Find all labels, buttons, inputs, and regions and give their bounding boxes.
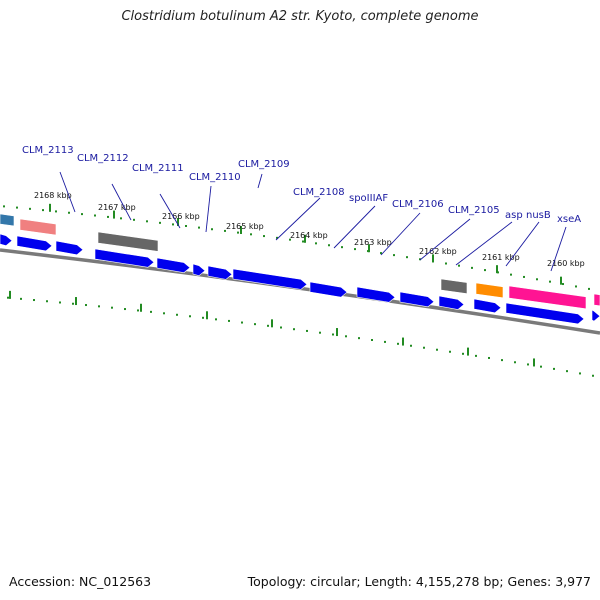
cds-arrow <box>473 298 502 314</box>
feature-track-bottom <box>0 233 600 325</box>
feature-block <box>0 213 15 227</box>
trna-block <box>97 231 159 252</box>
trna-block <box>440 278 468 294</box>
feature-block <box>475 282 504 299</box>
gene-label: asp <box>505 210 523 221</box>
feature-block <box>593 293 600 307</box>
cds-arrow <box>207 265 233 280</box>
cds-arrow <box>0 233 13 247</box>
gene-leader-line <box>333 205 376 249</box>
gene-leader-line <box>419 218 471 261</box>
outer-tick-track <box>3 203 590 290</box>
tick-label: 2165 kbp <box>226 222 264 231</box>
tick-label: 2167 kbp <box>98 203 136 212</box>
gene-label: CLM_2113 <box>22 145 74 156</box>
gene-leader-line <box>275 197 321 241</box>
cds-arrow <box>591 309 600 322</box>
gene-label: nusB <box>526 210 551 221</box>
tick-label: 2160 kbp <box>547 259 585 268</box>
cds-arrow <box>156 257 191 273</box>
gene-label: CLM_2105 <box>448 205 500 216</box>
genome-stats-text: Topology: circular; Length: 4,155,278 bp… <box>247 574 591 589</box>
tick-label: 2164 kbp <box>290 231 328 240</box>
cds-arrow <box>438 295 465 310</box>
tick-label: 2168 kbp <box>34 191 72 200</box>
gene-leader-line <box>550 226 567 272</box>
gene-label: CLM_2108 <box>293 187 345 198</box>
gene-leader-line <box>257 173 263 189</box>
cds-arrow <box>505 302 585 325</box>
gene-leader-line <box>59 171 76 213</box>
gene-leader-line <box>159 193 181 229</box>
tick-label: 2162 kbp <box>419 247 457 256</box>
tick-label: 2163 kbp <box>354 238 392 247</box>
gene-label: CLM_2110 <box>189 172 241 183</box>
cds-arrow <box>232 268 308 290</box>
feature-track-top <box>0 213 600 310</box>
feature-block <box>508 285 587 310</box>
gene-leader-line <box>455 221 513 266</box>
cds-arrow <box>16 235 53 252</box>
inner-tick-track <box>7 290 594 377</box>
cds-arrow <box>399 291 435 308</box>
tick-label: 2166 kbp <box>162 212 200 221</box>
gene-label: CLM_2109 <box>238 159 290 170</box>
gene-label: CLM_2106 <box>392 199 444 210</box>
tick-labels: 2168 kbp 2167 kbp 2166 kbp 2165 kbp 2164 kbp… <box>34 191 585 268</box>
cds-arrow <box>55 240 84 256</box>
tick-label: 2161 kbp <box>482 253 520 262</box>
cds-arrow <box>309 281 348 298</box>
cds-arrow <box>94 248 155 268</box>
gene-label: CLM_2112 <box>77 153 129 164</box>
rrna-block <box>19 218 57 236</box>
gene-label: xseA <box>557 214 581 225</box>
gene-leader-line <box>380 212 421 256</box>
cds-arrow <box>356 286 396 303</box>
gene-leader-line <box>111 183 132 221</box>
gene-leader-line <box>505 221 540 267</box>
map-title: Clostridium botulinum A2 str. Kyoto, com… <box>121 9 479 24</box>
accession-text: Accession: NC_012563 <box>9 574 152 589</box>
gene-leader-line <box>205 185 212 233</box>
gene-label: CLM_2111 <box>132 163 184 174</box>
gene-label: spoIIIAF <box>349 193 388 204</box>
cds-arrow <box>192 263 206 277</box>
